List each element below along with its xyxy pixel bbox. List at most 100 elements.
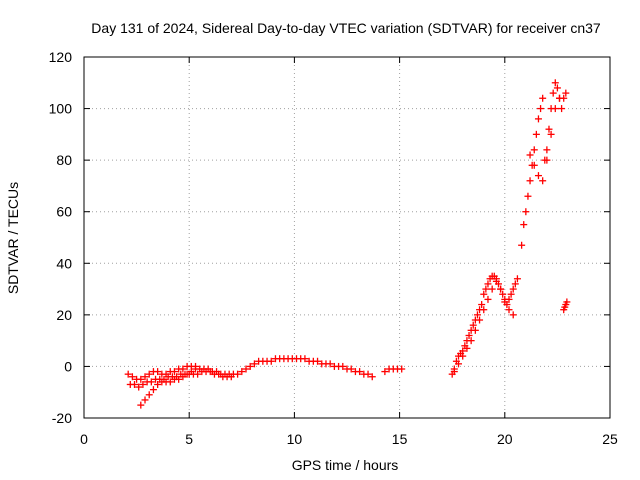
data-point	[467, 337, 475, 345]
data-point	[450, 368, 458, 376]
axis-ticks	[83, 56, 611, 419]
data-point	[556, 94, 564, 102]
data-point	[543, 156, 551, 164]
data-point	[553, 84, 561, 92]
tick-labels: 0 5 10 15 20 25 -20 0 20 40 60 80 100 120	[49, 49, 618, 447]
data-point	[558, 105, 566, 113]
data-point	[526, 151, 534, 159]
data-point	[522, 208, 530, 216]
data-point	[551, 79, 559, 87]
data-point	[537, 105, 545, 113]
data-point	[166, 378, 174, 386]
data-point	[145, 391, 153, 399]
data-point	[187, 368, 195, 376]
grid-lines	[84, 57, 610, 418]
x-tick-label: 5	[185, 431, 193, 447]
data-point	[488, 285, 496, 293]
data-point	[562, 89, 570, 97]
data-point	[170, 368, 178, 376]
data-point	[480, 290, 488, 298]
data-point	[471, 326, 479, 334]
data-point	[215, 370, 223, 378]
data-point	[492, 277, 500, 285]
data-point	[551, 105, 559, 113]
data-point	[339, 362, 347, 370]
data-point	[139, 380, 147, 388]
data-point	[539, 177, 547, 185]
y-tick-label: 80	[56, 152, 72, 168]
data-point	[511, 280, 519, 288]
data-point	[545, 125, 553, 133]
data-point	[301, 355, 309, 363]
data-point	[194, 370, 202, 378]
data-point	[505, 306, 513, 314]
data-point	[238, 368, 246, 376]
data-point	[141, 373, 149, 381]
data-point	[154, 368, 162, 376]
data-point	[530, 161, 538, 169]
x-axis-label: GPS time / hours	[292, 457, 399, 473]
y-tick-label: 60	[56, 204, 72, 220]
data-point	[234, 370, 242, 378]
data-point	[242, 365, 250, 373]
data-point	[455, 360, 463, 368]
data-point	[534, 115, 542, 123]
data-point	[179, 373, 187, 381]
data-point	[484, 280, 492, 288]
data-point	[364, 370, 372, 378]
data-point	[480, 306, 488, 314]
data-point	[326, 360, 334, 368]
data-point	[154, 380, 162, 388]
data-point	[368, 373, 376, 381]
data-point	[524, 192, 532, 200]
data-point	[478, 301, 486, 309]
data-point	[563, 298, 571, 306]
plot-frame	[83, 56, 611, 419]
data-point	[526, 177, 534, 185]
data-point	[192, 365, 200, 373]
data-point	[465, 331, 473, 339]
data-point	[539, 94, 547, 102]
data-point	[509, 285, 517, 293]
x-tick-label: 15	[392, 431, 408, 447]
data-point	[135, 383, 143, 391]
data-point	[520, 221, 528, 229]
y-tick-label: 120	[49, 49, 73, 65]
data-point	[206, 368, 214, 376]
data-point	[314, 357, 322, 365]
data-point	[147, 378, 155, 386]
data-point	[124, 370, 132, 378]
y-tick-label: 100	[49, 101, 73, 117]
data-point	[149, 386, 157, 394]
data-point	[175, 375, 183, 383]
data-point	[227, 373, 235, 381]
data-point	[482, 285, 490, 293]
data-point	[530, 146, 538, 154]
data-point	[499, 290, 507, 298]
chart-title: Day 131 of 2024, Sidereal Day-to-day VTE…	[91, 20, 601, 36]
data-point	[497, 285, 505, 293]
x-tick-label: 20	[497, 431, 513, 447]
data-point	[476, 316, 484, 324]
data-point	[381, 368, 389, 376]
data-point	[179, 365, 187, 373]
data-point	[513, 275, 521, 283]
y-axis-label: SDTVAR / TECUs	[5, 182, 21, 294]
data-point	[518, 241, 526, 249]
data-point	[532, 130, 540, 138]
data-point	[398, 365, 406, 373]
data-point	[250, 360, 258, 368]
data-point	[128, 373, 136, 381]
data-point	[469, 321, 477, 329]
data-point	[484, 295, 492, 303]
data-point	[501, 298, 509, 306]
data-point	[137, 401, 145, 409]
data-point	[145, 370, 153, 378]
data-point	[549, 89, 557, 97]
data-points	[124, 79, 571, 409]
data-point	[505, 295, 513, 303]
x-tick-label: 25	[602, 431, 618, 447]
data-point	[463, 344, 471, 352]
y-tick-label: 0	[64, 358, 72, 374]
